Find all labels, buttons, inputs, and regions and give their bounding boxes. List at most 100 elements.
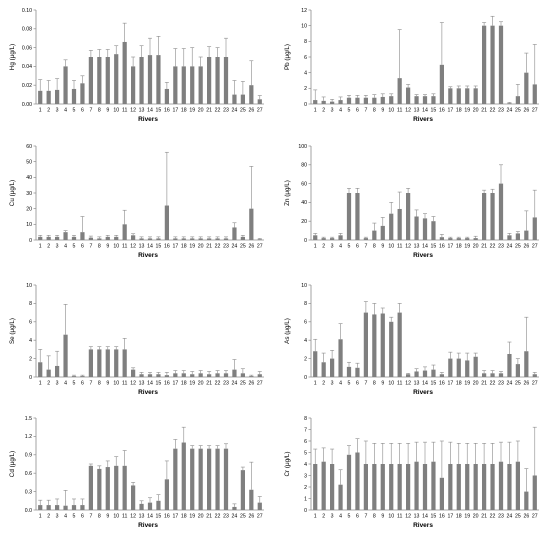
bar — [313, 464, 318, 510]
x-tick-label: 19 — [189, 108, 195, 114]
bar — [532, 84, 537, 104]
bar — [482, 25, 487, 105]
bar — [498, 25, 504, 105]
x-tick-label: 21 — [481, 514, 487, 520]
bar — [257, 374, 262, 377]
x-tick-label: 13 — [414, 381, 420, 387]
bar — [198, 373, 203, 377]
x-tick-label: 23 — [498, 244, 504, 250]
x-tick-label: 4 — [339, 514, 342, 520]
x-tick-label: 16 — [164, 108, 170, 114]
bar — [97, 57, 102, 104]
bar — [380, 96, 385, 104]
bar — [147, 55, 153, 104]
bar — [207, 448, 212, 510]
x-tick-label: 5 — [73, 514, 76, 520]
x-tick-label: 5 — [348, 108, 351, 114]
x-tick-label: 3 — [331, 244, 334, 250]
bar — [473, 238, 478, 240]
bar — [397, 312, 402, 377]
bar — [372, 314, 377, 377]
x-tick-label: 25 — [515, 244, 521, 250]
x-tick-label: 22 — [215, 108, 221, 114]
bar — [456, 464, 461, 510]
chart-panel-1: 0.000.020.040.060.080.101 2 3 4 5 6 7 8 9 10 11 12 1… — [9, 8, 264, 123]
bar — [63, 66, 68, 104]
x-tick-label: 3 — [56, 244, 59, 250]
bar — [173, 373, 178, 377]
bar — [223, 238, 229, 240]
bar — [456, 238, 461, 240]
bar — [330, 358, 335, 377]
bar — [414, 371, 419, 377]
bar — [406, 193, 411, 240]
x-tick-label: 23 — [498, 108, 504, 114]
x-tick-label: 25 — [515, 381, 521, 387]
bar — [215, 238, 220, 240]
bar — [473, 88, 478, 104]
bar — [207, 57, 212, 104]
x-tick-label: 21 — [481, 244, 487, 250]
bar — [249, 376, 254, 377]
x-tick-label: 5 — [348, 381, 351, 387]
bar — [181, 238, 186, 240]
x-tick-label: 7 — [89, 381, 92, 387]
y-tick-label: 8 — [29, 301, 32, 307]
x-tick-label: 1 — [314, 244, 317, 250]
bar — [105, 236, 110, 240]
y-axis-title: As (μg/L) — [284, 318, 291, 344]
x-tick-label: 12 — [405, 244, 411, 250]
y-tick-label: 1.2 — [25, 434, 32, 440]
bar — [198, 66, 203, 104]
x-tick-label: 13 — [139, 108, 145, 114]
x-tick-label: 17 — [447, 108, 453, 114]
x-tick-label: 26 — [248, 514, 254, 520]
y-tick-label: 20 — [301, 219, 307, 225]
x-tick-label: 15 — [156, 108, 162, 114]
bar — [181, 373, 186, 377]
x-tick-label: 18 — [181, 244, 187, 250]
x-tick-label: 20 — [473, 514, 479, 520]
bar — [524, 230, 529, 240]
bar — [330, 238, 335, 240]
bar — [431, 369, 436, 377]
bar — [164, 375, 169, 377]
x-tick-label: 22 — [490, 381, 496, 387]
x-tick-label: 16 — [439, 244, 445, 250]
x-tick-label: 20 — [198, 514, 204, 520]
bar — [105, 57, 110, 104]
y-axis-title: Pb (μg/L) — [284, 44, 291, 70]
bar — [372, 464, 377, 510]
bar — [139, 238, 144, 240]
x-tick-label: 5 — [348, 514, 351, 520]
bar — [482, 464, 487, 510]
y-tick-label: 0.08 — [22, 27, 32, 33]
bar — [507, 235, 512, 240]
bar — [156, 55, 161, 104]
x-tick-label: 27 — [532, 514, 538, 520]
bar — [240, 236, 245, 240]
bar — [131, 485, 136, 510]
bar — [55, 505, 60, 510]
bar — [207, 238, 212, 240]
bar — [164, 479, 169, 510]
x-tick-label: 26 — [523, 244, 529, 250]
y-tick-label: 6 — [304, 439, 307, 445]
bar — [232, 227, 237, 240]
x-tick-label: 6 — [356, 514, 359, 520]
x-tick-label: 19 — [189, 514, 195, 520]
bar — [71, 236, 77, 240]
x-tick-label: 1 — [314, 108, 317, 114]
bar — [422, 464, 428, 510]
x-axis-title: Rivers — [138, 116, 158, 123]
x-tick-label: 24 — [232, 244, 238, 250]
bar — [181, 442, 186, 510]
bar — [181, 66, 186, 104]
bar — [532, 475, 537, 510]
x-tick-label: 11 — [122, 514, 127, 520]
x-tick-label: 19 — [189, 381, 195, 387]
x-tick-label: 10 — [388, 108, 394, 114]
y-tick-label: 60 — [26, 144, 32, 150]
bar — [97, 468, 102, 510]
bar — [80, 376, 85, 377]
